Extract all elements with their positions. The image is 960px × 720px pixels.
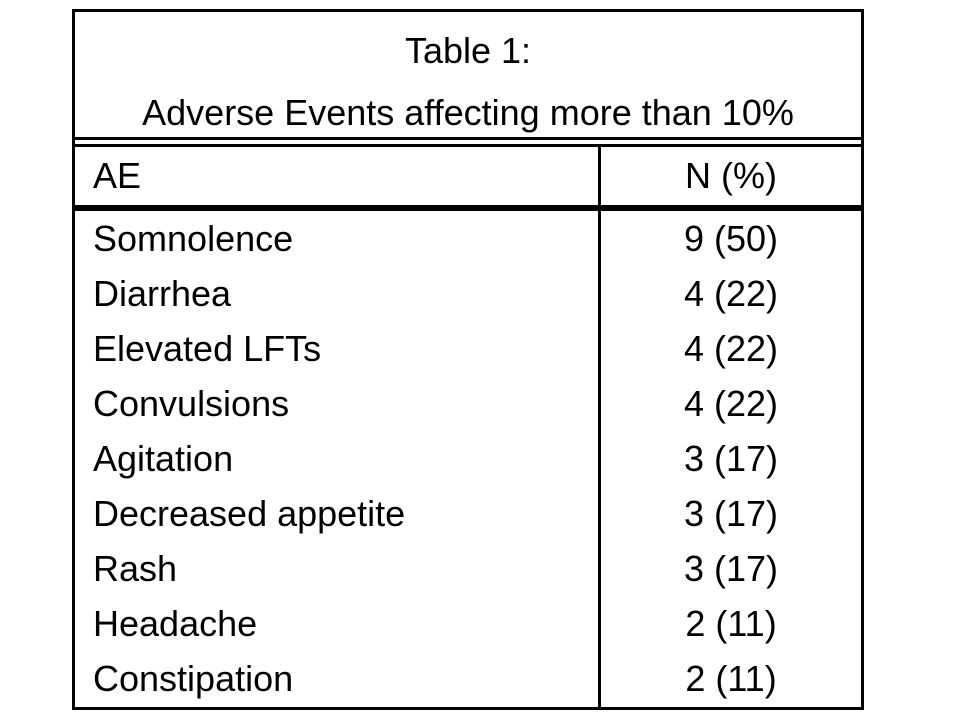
n-cell: 4 (22) [598,376,861,432]
table-row: Agitation 3 (17) [75,431,861,487]
n-cell: 3 (17) [598,486,861,542]
ae-cell: Somnolence [93,217,294,259]
n-cell: 3 (17) [598,541,861,597]
table-row: Convulsions 4 (22) [75,376,861,432]
table-row: Elevated LFTs 4 (22) [75,321,861,377]
table-body: Somnolence 9 (50) Diarrhea 4 (22) Elevat… [75,211,861,707]
ae-cell: Headache [93,603,258,645]
ae-cell: Decreased appetite [93,493,406,535]
table-row: Rash 3 (17) [75,541,861,597]
ae-cell: Rash [93,548,178,590]
column-header-ae: AE [93,155,142,196]
ae-cell: Diarrhea [93,272,232,314]
table-title-block: Table 1: Adverse Events affecting more t… [75,12,861,147]
table-row: Headache 2 (11) [75,596,861,652]
table-row: Somnolence 9 (50) [75,211,861,267]
n-cell: 2 (11) [598,651,861,707]
table-title-line1: Table 1: [404,30,532,71]
table-title-line2: Adverse Events affecting more than 10% [142,92,794,133]
n-cell: 3 (17) [598,431,861,487]
ae-cell: Elevated LFTs [93,327,322,369]
table-row: Constipation 2 (11) [75,651,861,707]
table-title-inner: Table 1: Adverse Events affecting more t… [75,20,861,144]
adverse-events-table: Table 1: Adverse Events affecting more t… [72,9,864,710]
column-header-n-pct: N (%) [598,147,861,205]
ae-cell: Convulsions [93,382,290,424]
n-cell: 9 (50) [598,211,861,267]
n-cell: 2 (11) [598,596,861,652]
table-header-row: AE N (%) [75,147,861,211]
table-row: Decreased appetite 3 (17) [75,486,861,542]
ae-cell: Constipation [93,658,294,700]
n-cell: 4 (22) [598,321,861,377]
table-row: Diarrhea 4 (22) [75,266,861,322]
ae-cell: Agitation [93,437,234,479]
n-cell: 4 (22) [598,266,861,322]
